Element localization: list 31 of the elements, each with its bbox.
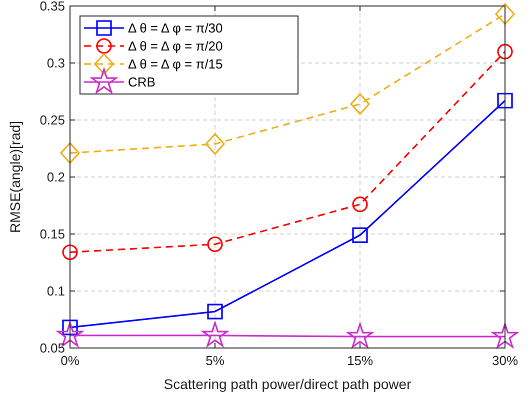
point xyxy=(350,93,370,115)
legend-label: Δ θ = Δ φ = π/30 xyxy=(128,20,223,36)
point xyxy=(62,244,78,260)
point xyxy=(352,227,368,243)
y-tick-label: 0.25 xyxy=(40,112,65,128)
legend-label: Δ θ = Δ φ = π/20 xyxy=(128,38,223,54)
point xyxy=(347,323,373,348)
x-tick-label: 5% xyxy=(206,353,225,368)
point xyxy=(497,44,513,60)
point xyxy=(205,133,225,155)
x-tick-label: 15% xyxy=(346,353,374,368)
y-tick-label: 0.3 xyxy=(46,56,65,71)
y-axis-title: RMSE(angle)[rad] xyxy=(7,120,23,234)
x-axis-title: Scattering path power/direct path power xyxy=(164,376,412,392)
point xyxy=(495,3,515,25)
point xyxy=(492,323,518,348)
y-tick-label: 0.2 xyxy=(46,170,65,185)
y-tick-label: 0.15 xyxy=(40,226,65,242)
y-tick-label: 0.1 xyxy=(46,284,65,299)
point xyxy=(202,322,228,347)
x-tick-label: 0% xyxy=(60,353,80,368)
point xyxy=(497,92,513,108)
y-tick-label: 0.05 xyxy=(40,340,65,356)
y-tick-label: 0.35 xyxy=(40,0,65,14)
point xyxy=(207,236,223,252)
x-tick-label: 30% xyxy=(492,353,518,368)
legend-label: CRB xyxy=(128,74,156,90)
legend-label: Δ θ = Δ φ = π/15 xyxy=(128,56,223,72)
point xyxy=(352,196,368,212)
point xyxy=(60,142,80,164)
point xyxy=(207,304,223,320)
